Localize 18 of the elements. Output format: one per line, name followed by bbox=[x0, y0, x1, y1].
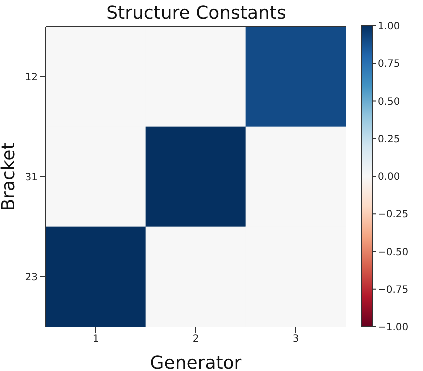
color-bar-label: −0.50 bbox=[378, 247, 409, 258]
color-bar-label: 0.00 bbox=[378, 172, 400, 183]
y-tick-label: 23 bbox=[25, 272, 38, 284]
color-bar-label: 0.50 bbox=[378, 96, 400, 108]
x-tick-label: 2 bbox=[192, 334, 200, 346]
y-tick-label: 12 bbox=[25, 72, 38, 84]
color-bar-label: 0.25 bbox=[378, 134, 400, 146]
color-bar-label: −0.75 bbox=[378, 284, 409, 296]
chart-title: Structure Constants bbox=[106, 3, 288, 24]
color-bar-label: 0.75 bbox=[378, 59, 400, 70]
x-tick-label: 3 bbox=[292, 334, 300, 346]
color-bar-label: −1.00 bbox=[378, 322, 409, 334]
x-axis-title: Generator bbox=[150, 353, 242, 371]
color-bar-label: 1.00 bbox=[378, 22, 400, 32]
color-bar-label: −0.25 bbox=[378, 210, 409, 221]
y-tick-label: 31 bbox=[25, 172, 38, 184]
y-axis-title: Bracket bbox=[0, 142, 20, 212]
x-tick-label: 1 bbox=[92, 334, 100, 346]
